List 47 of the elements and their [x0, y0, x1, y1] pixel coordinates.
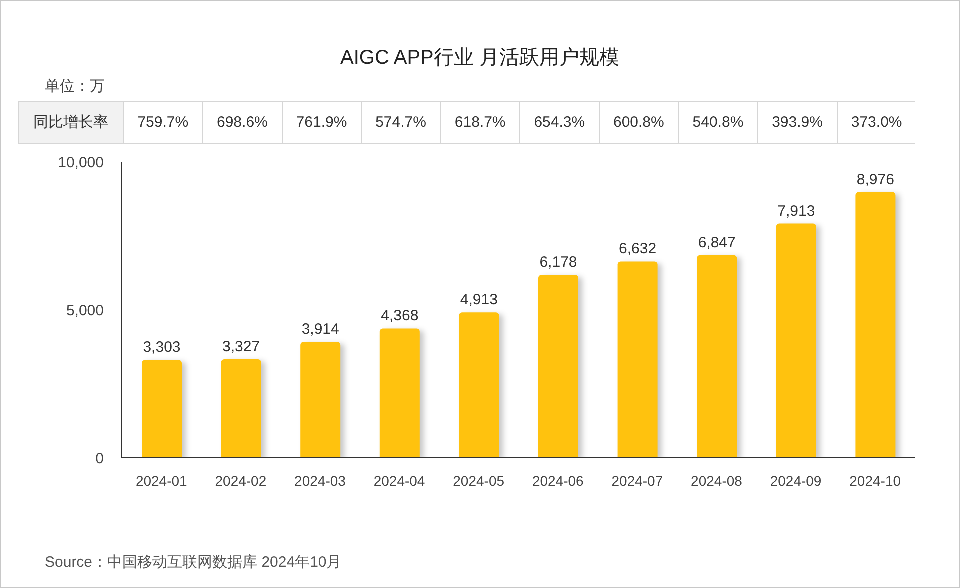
bar: [776, 224, 816, 458]
data-label: 8,976: [856, 171, 894, 188]
x-tick-label: 2024-09: [770, 472, 822, 489]
bar: [856, 192, 896, 458]
text: 600.8%: [613, 114, 664, 131]
text: 654.3%: [534, 114, 586, 131]
y-tick-label: 10,000: [58, 154, 104, 172]
data-label: 6,178: [540, 254, 578, 272]
x-tick-label: 2024-03: [294, 472, 346, 489]
bar: [300, 342, 341, 458]
text: 540.8%: [692, 114, 744, 131]
bar: [538, 275, 578, 458]
bar: [697, 255, 738, 458]
x-tick-label: 2024-07: [612, 472, 664, 489]
text: 698.6%: [217, 114, 268, 131]
source-note: Source：中国移动互联网数据库 2024年10月: [45, 553, 342, 572]
text: 同比增长率: [34, 114, 108, 131]
text: 574.7%: [376, 114, 426, 131]
y-tick-label: 5,000: [66, 302, 104, 320]
bar: [380, 328, 420, 458]
bar: [459, 312, 500, 458]
text: 759.7%: [138, 114, 189, 131]
data-label: 7,913: [778, 202, 816, 220]
text: 单位：万: [45, 77, 105, 96]
x-tick-label: 2024-04: [374, 472, 426, 489]
text: 618.7%: [454, 114, 506, 131]
data-label: 4,913: [460, 292, 498, 309]
x-tick-label: 2024-05: [453, 472, 505, 489]
text: 761.9%: [296, 114, 348, 131]
data-label: 6,847: [698, 234, 736, 252]
x-tick-label: 2024-02: [215, 472, 267, 489]
data-label: 4,368: [381, 308, 419, 325]
bar: [618, 262, 658, 458]
x-tick-label: 2024-06: [532, 472, 584, 489]
bar: [221, 360, 262, 458]
chart-title: AIGC APP行业 月活跃用户规模: [340, 46, 620, 71]
text: 393.9%: [772, 114, 823, 131]
data-label: 3,914: [302, 321, 340, 338]
data-label: 6,632: [619, 240, 657, 258]
x-tick-label: 2024-01: [136, 472, 188, 489]
text: 373.0%: [851, 114, 902, 131]
x-tick-label: 2024-10: [850, 472, 902, 489]
x-tick-label: 2024-08: [691, 472, 743, 489]
bar: [142, 360, 182, 458]
data-label: 3,303: [143, 339, 181, 356]
data-label: 3,327: [222, 338, 260, 356]
y-tick-label: 0: [96, 450, 104, 468]
